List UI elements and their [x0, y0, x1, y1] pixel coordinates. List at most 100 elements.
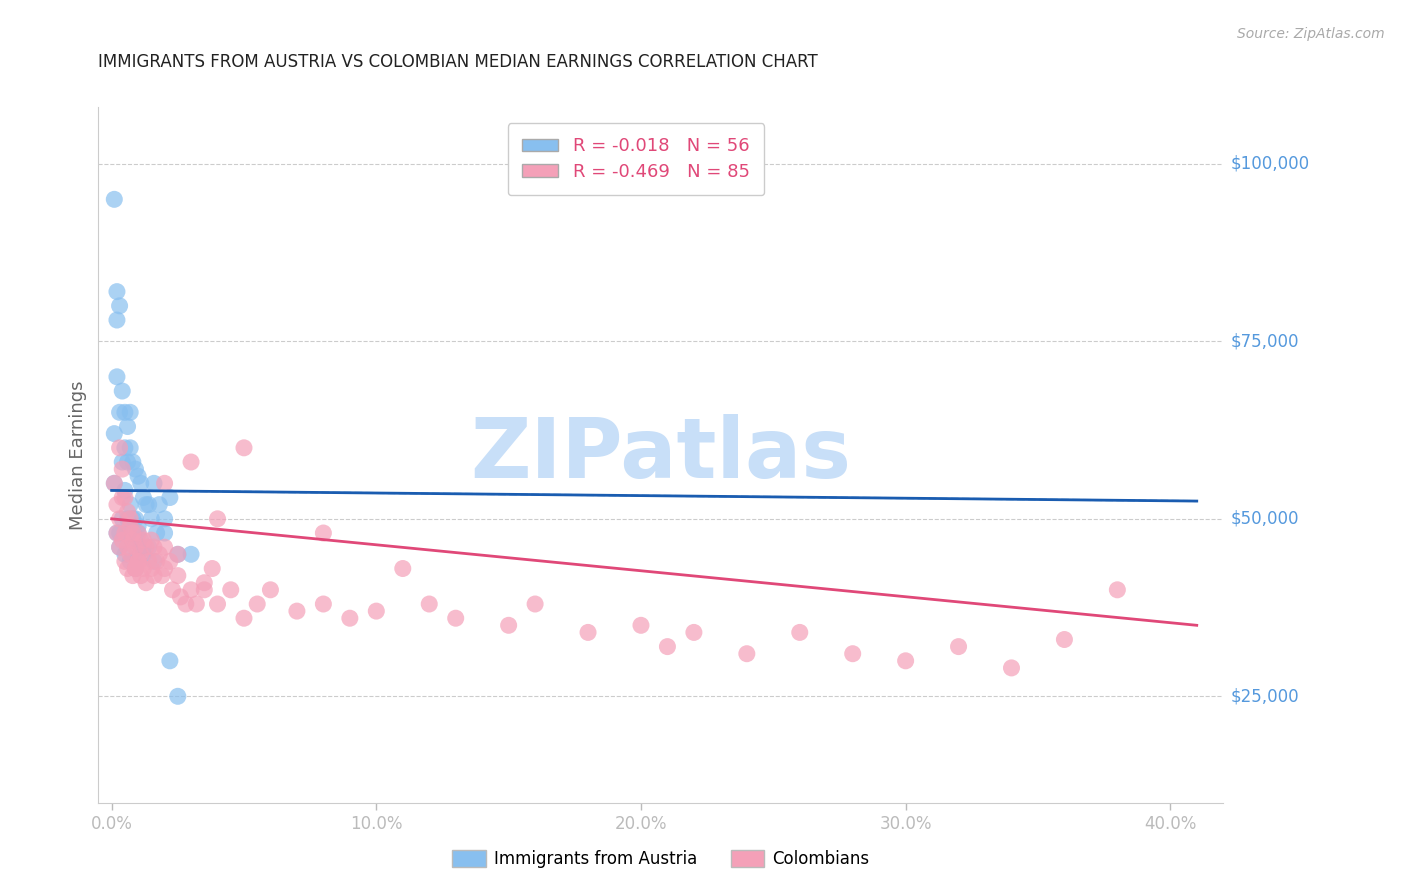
Point: [105, 369, 128, 384]
Point: [120, 519, 142, 533]
Point: [150, 568, 173, 582]
Point: [193, 575, 215, 590]
Point: [180, 547, 202, 561]
Point: [138, 498, 160, 512]
Point: [105, 526, 128, 541]
Point: [1000, 661, 1022, 675]
Point: [132, 491, 155, 505]
Point: [145, 526, 167, 541]
Point: [121, 533, 143, 548]
Point: [174, 597, 197, 611]
Point: [127, 519, 149, 533]
Point: [159, 554, 181, 568]
Point: [233, 611, 256, 625]
Point: [153, 540, 176, 554]
Point: [894, 654, 917, 668]
Point: [148, 547, 170, 561]
Point: [103, 426, 125, 441]
Point: [524, 597, 547, 611]
Point: [143, 568, 166, 582]
Point: [114, 405, 136, 419]
Point: [117, 419, 139, 434]
Point: [259, 582, 281, 597]
Point: [120, 554, 142, 568]
Text: ZIPatlas: ZIPatlas: [471, 415, 851, 495]
Point: [498, 618, 520, 632]
Point: [117, 561, 139, 575]
Point: [129, 533, 152, 548]
Point: [444, 611, 467, 625]
Point: [108, 441, 131, 455]
Point: [135, 498, 157, 512]
Point: [117, 526, 139, 541]
Point: [124, 561, 146, 575]
Point: [111, 491, 134, 505]
Point: [683, 625, 706, 640]
Point: [129, 476, 152, 491]
Point: [120, 547, 142, 561]
Point: [159, 654, 181, 668]
Point: [120, 405, 142, 419]
Point: [153, 512, 176, 526]
Point: [120, 441, 142, 455]
Point: [111, 462, 134, 476]
Text: IMMIGRANTS FROM AUSTRIA VS COLOMBIAN MEDIAN EARNINGS CORRELATION CHART: IMMIGRANTS FROM AUSTRIA VS COLOMBIAN MED…: [98, 54, 818, 71]
Text: $75,000: $75,000: [1230, 333, 1299, 351]
Point: [135, 575, 157, 590]
Point: [285, 604, 308, 618]
Text: $50,000: $50,000: [1230, 510, 1299, 528]
Point: [138, 554, 160, 568]
Point: [121, 455, 143, 469]
Point: [127, 554, 149, 568]
Point: [124, 561, 146, 575]
Point: [143, 476, 166, 491]
Point: [166, 547, 188, 561]
Point: [103, 476, 125, 491]
Point: [129, 568, 152, 582]
Text: Source: ZipAtlas.com: Source: ZipAtlas.com: [1237, 27, 1385, 41]
Text: $100,000: $100,000: [1230, 155, 1309, 173]
Point: [166, 568, 188, 582]
Point: [132, 540, 155, 554]
Point: [162, 582, 184, 597]
Point: [166, 547, 188, 561]
Point: [111, 533, 134, 548]
Point: [108, 540, 131, 554]
Point: [108, 405, 131, 419]
Point: [127, 554, 149, 568]
Point: [108, 299, 131, 313]
Point: [114, 526, 136, 541]
Point: [233, 441, 256, 455]
Point: [114, 441, 136, 455]
Point: [418, 597, 440, 611]
Point: [207, 597, 229, 611]
Point: [121, 512, 143, 526]
Point: [148, 498, 170, 512]
Point: [124, 561, 146, 575]
Point: [841, 647, 863, 661]
Point: [114, 554, 136, 568]
Point: [201, 561, 224, 575]
Point: [138, 540, 160, 554]
Point: [127, 469, 149, 483]
Point: [108, 512, 131, 526]
Point: [129, 540, 152, 554]
Point: [141, 561, 163, 575]
Point: [111, 384, 134, 398]
Point: [576, 625, 599, 640]
Point: [114, 483, 136, 498]
Point: [159, 491, 181, 505]
Point: [114, 491, 136, 505]
Point: [120, 498, 142, 512]
Point: [111, 512, 134, 526]
Point: [127, 526, 149, 541]
Point: [366, 604, 388, 618]
Point: [103, 192, 125, 206]
Point: [105, 313, 128, 327]
Point: [180, 455, 202, 469]
Text: $25,000: $25,000: [1230, 688, 1299, 706]
Point: [105, 498, 128, 512]
Point: [186, 597, 208, 611]
Point: [124, 462, 146, 476]
Point: [141, 512, 163, 526]
